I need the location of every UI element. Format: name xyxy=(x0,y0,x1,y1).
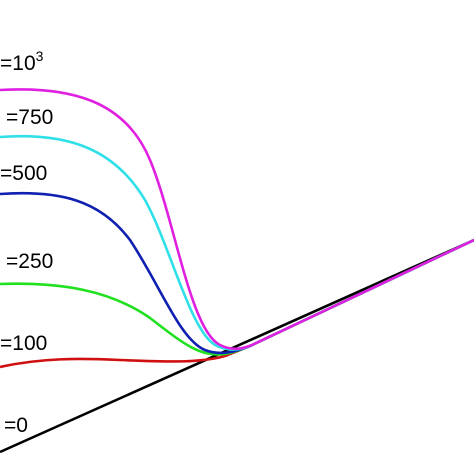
label-text: =250 xyxy=(6,250,53,273)
curve xyxy=(0,134,474,351)
curve xyxy=(0,191,474,355)
label-text: =500 xyxy=(0,162,47,185)
label-text: =10 xyxy=(0,52,36,75)
curves xyxy=(0,88,474,454)
label-superscript: 3 xyxy=(36,48,44,64)
curve-label: =103 xyxy=(0,48,44,75)
curve xyxy=(0,88,474,351)
curve-label: =500 xyxy=(0,162,47,185)
label-text: =750 xyxy=(6,106,53,129)
curve xyxy=(0,238,474,454)
curve xyxy=(0,238,474,356)
label-text: =100 xyxy=(0,332,47,355)
curve-label: =100 xyxy=(0,332,47,355)
labels: =103 =750 =500 =250 =100 =0 xyxy=(0,48,53,437)
curve-label: =750 xyxy=(6,106,53,129)
label-text: =0 xyxy=(4,414,28,437)
curve-label: =0 xyxy=(4,414,28,437)
curve-label: =250 xyxy=(6,250,53,273)
